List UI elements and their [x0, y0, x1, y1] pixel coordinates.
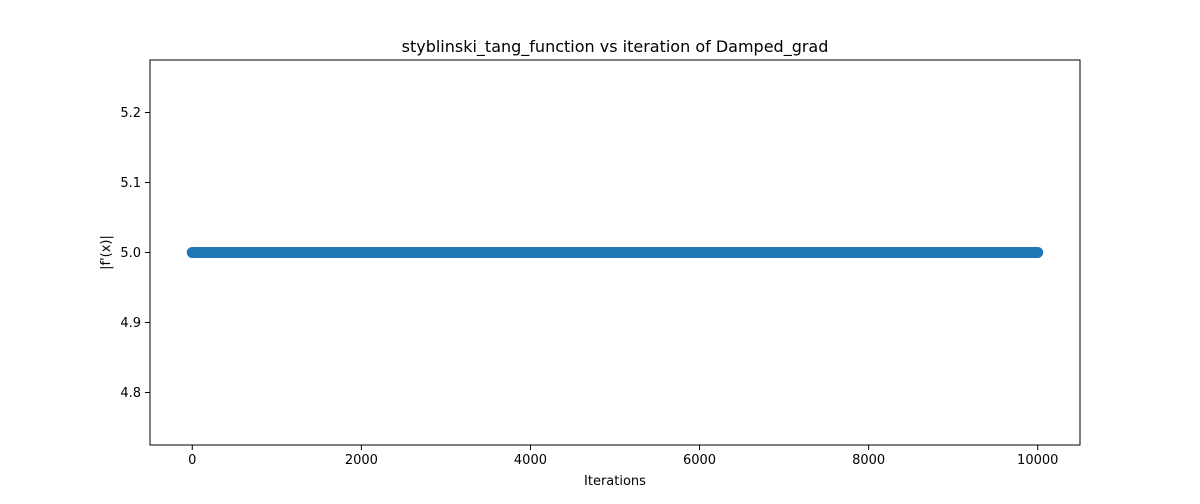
x-axis-label: Iterations	[584, 474, 646, 489]
y-tick-label: 5.0	[120, 246, 141, 261]
x-tick-label: 4000	[514, 453, 547, 468]
data-point	[1032, 247, 1044, 258]
y-tick-label: 4.8	[120, 386, 141, 401]
y-tick-label: 4.9	[120, 316, 141, 331]
x-tick-label: 6000	[683, 453, 716, 468]
y-tick-label: 5.2	[120, 106, 141, 121]
y-axis-ticks: 4.8 4.9 5.0 5.1 5.2	[120, 106, 150, 401]
data-points-layer	[186, 247, 1044, 258]
x-tick-label: 10000	[1017, 453, 1058, 468]
x-tick-label: 0	[188, 453, 196, 468]
chart-title: styblinski_tang_function vs iteration of…	[402, 37, 829, 57]
y-tick-label: 5.1	[120, 176, 141, 191]
y-axis-label: |f'(x)|	[99, 235, 114, 270]
x-tick-label: 8000	[852, 453, 885, 468]
x-tick-label: 2000	[345, 453, 378, 468]
x-axis-ticks: 0 2000 4000 6000 8000 10000	[188, 445, 1058, 468]
